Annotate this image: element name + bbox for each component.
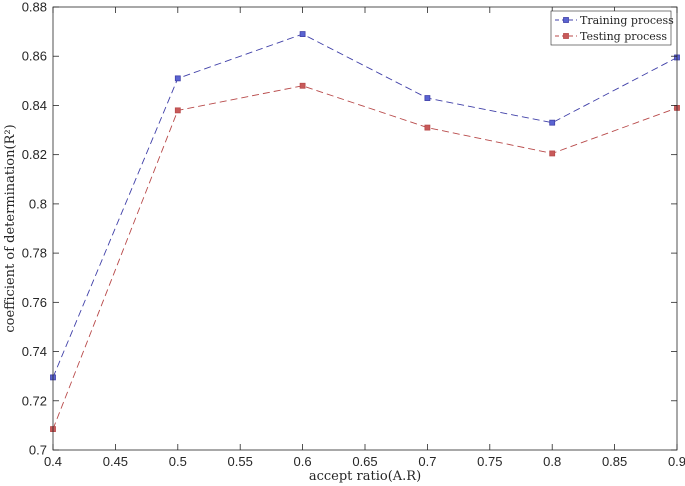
y-tick-label: 0.76 bbox=[22, 295, 47, 310]
series-layer bbox=[50, 31, 680, 432]
x-tick-label: 0.45 bbox=[103, 454, 128, 469]
plot-background bbox=[53, 7, 677, 450]
data-point bbox=[424, 95, 431, 101]
y-tick-label: 0.74 bbox=[22, 344, 47, 359]
y-tick-label: 0.84 bbox=[22, 98, 47, 113]
y-tick-label: 0.72 bbox=[22, 393, 47, 408]
x-axis-label: accept ratio(A.R) bbox=[309, 469, 421, 484]
x-tick-label: 0.5 bbox=[169, 454, 187, 469]
data-point bbox=[549, 119, 556, 126]
data-point bbox=[549, 150, 556, 157]
data-point bbox=[299, 82, 306, 89]
y-tick-label: 0.7 bbox=[29, 443, 47, 458]
legend: Training process Testing process bbox=[550, 10, 674, 46]
y-tick-label: 0.82 bbox=[22, 147, 47, 162]
data-point bbox=[174, 107, 181, 114]
x-tick-label: 0.8 bbox=[543, 454, 561, 469]
legend-marker bbox=[563, 17, 569, 23]
x-tick-label: 0.55 bbox=[228, 454, 253, 469]
x-tick-label: 0.65 bbox=[352, 454, 377, 469]
data-point bbox=[424, 124, 431, 131]
y-tick-label: 0.88 bbox=[22, 0, 47, 15]
x-tick-label: 0.9 bbox=[668, 454, 685, 469]
x-tick-label: 0.7 bbox=[418, 454, 436, 469]
data-point bbox=[299, 31, 306, 37]
series-line-2 bbox=[52, 85, 678, 430]
x-tick-label: 0.4 bbox=[44, 454, 62, 469]
legend-box bbox=[550, 10, 672, 46]
y-tick-label: 0.86 bbox=[22, 49, 47, 64]
series-line-1 bbox=[52, 33, 678, 378]
y-tick-label: 0.78 bbox=[22, 246, 47, 261]
x-tick-label: 0.85 bbox=[602, 454, 627, 469]
x-tick-label: 0.6 bbox=[294, 454, 312, 469]
y-axis-label: coefficient of determination(R²) bbox=[3, 124, 18, 332]
ticks-layer: 0.4 0.45 0.5 0.55 0.6 0.65 0.7 0.75 0.8 0.85 0.9 0.… bbox=[22, 0, 685, 469]
legend-marker bbox=[563, 33, 569, 39]
x-tick-label: 0.75 bbox=[477, 454, 502, 469]
data-point bbox=[174, 75, 181, 82]
legend-label: Testing process bbox=[580, 30, 667, 43]
y-tick-label: 0.8 bbox=[29, 196, 47, 211]
legend-label: Training process bbox=[580, 14, 674, 27]
